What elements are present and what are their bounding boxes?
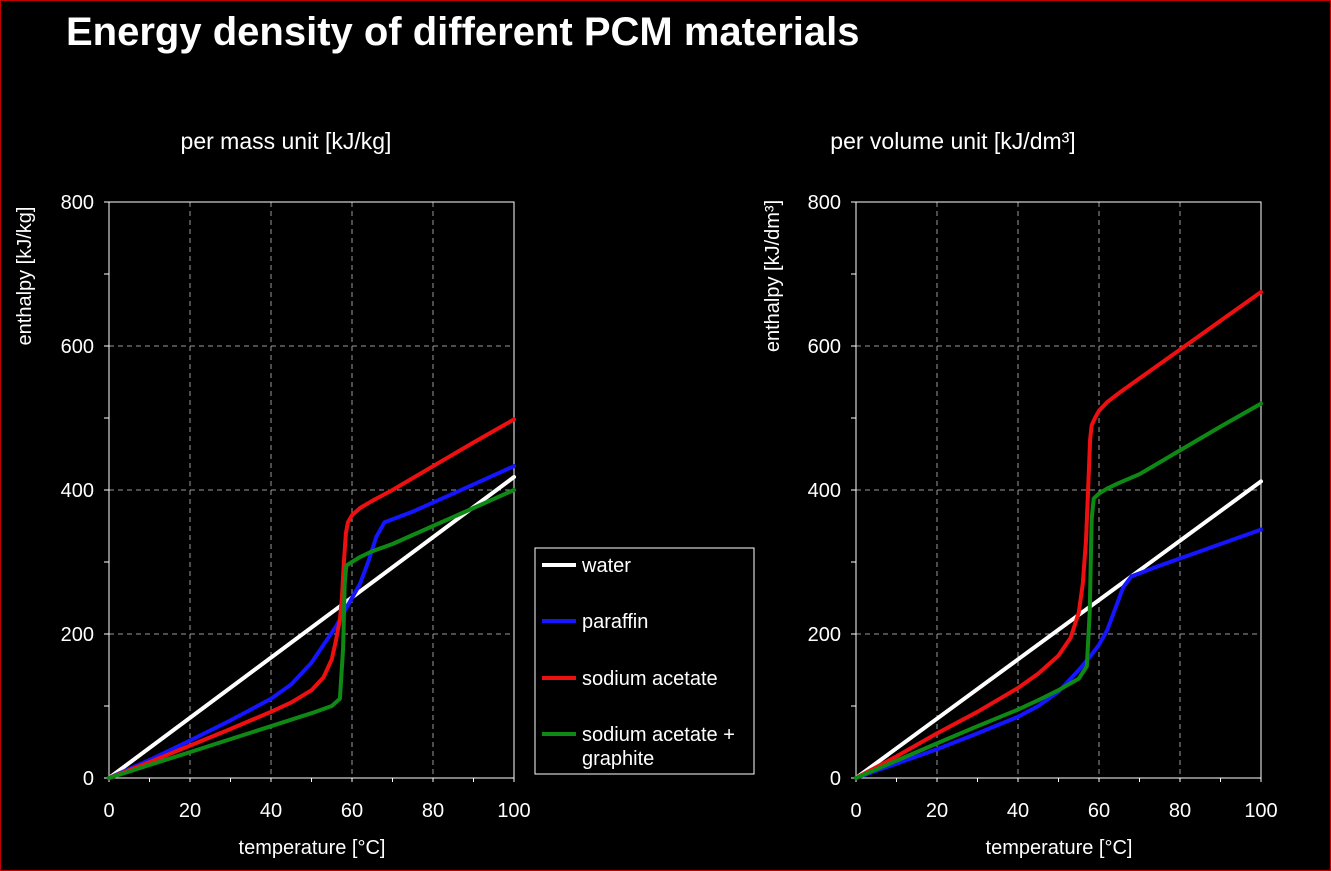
legend-box [534,547,755,775]
chart-1-y-tick-label: 800 [61,192,94,214]
chart-2-y-tick-label: 0 [830,768,841,790]
chart-1-y-tick-label: 200 [61,624,94,646]
chart-2-y-tick-label: 400 [808,480,841,502]
chart-2-y-tick-label: 200 [808,624,841,646]
chart-1-x-label: temperature [°C] [239,837,386,859]
chart-2-x-tick-label: 100 [1244,800,1277,822]
chart-1-y-tick-label: 600 [61,336,94,358]
chart-1-plot: 0 20 40 60 80 100 0 200 400 600 800 [61,192,531,822]
chart-2-series-sodium-acetate-graphite [854,401,1263,780]
legend-label-paraffin: paraffin [582,611,648,633]
chart-1-series-sodium-acetate-graphite [107,488,516,780]
chart-1-y-label: enthalpy [kJ/kg] [14,207,36,346]
chart-2-x-label: temperature [°C] [986,837,1133,859]
chart-1-y-tick-label: 400 [61,480,94,502]
chart-1-title: per mass unit [kJ/kg] [181,128,392,154]
chart-1-x-tick-label: 20 [179,800,201,822]
chart-1-series-water [107,475,516,780]
slide-title: Energy density of different PCM material… [66,10,860,54]
chart-1-x-tick-label: 60 [341,800,363,822]
chart-2-series-sodium-acetate [854,290,1263,780]
chart-1-x-tick-label: 0 [103,800,114,822]
legend-label-sodium-acetate: sodium acetate [582,668,718,690]
chart-2-x-tick-label: 40 [1007,800,1029,822]
chart-2-y-label: enthalpy [kJ/dm³] [762,200,784,352]
legend-label-sodium-acetate-graphite: sodium acetate + [582,724,735,746]
chart-1-x-tick-label: 100 [497,800,530,822]
legend-label-water: water [581,555,631,577]
chart-2-x-tick-label: 80 [1169,800,1191,822]
chart-1-x-tick-label: 40 [260,800,282,822]
chart-1-series-sodium-acetate [107,417,516,780]
chart-1-y-tick-label: 0 [83,768,94,790]
chart-2-x-tick-label: 0 [850,800,861,822]
legend: water paraffin sodium acetate sodium ace… [534,547,755,775]
chart-2-plot: 0 20 40 60 80 100 0 200 400 600 800 [808,192,1278,822]
chart-2-y-tick-label: 800 [808,192,841,214]
chart-2-title: per volume unit [kJ/dm³] [830,128,1075,154]
chart-2-series-water [854,479,1263,780]
chart-2-x-tick-label: 20 [926,800,948,822]
chart-1-x-tick-label: 80 [422,800,444,822]
legend-label-sodium-acetate-graphite-line2: graphite [582,748,654,770]
chart-2-series-paraffin [854,527,1263,780]
chart-2-x-tick-label: 60 [1088,800,1110,822]
chart-2-y-tick-label: 600 [808,336,841,358]
